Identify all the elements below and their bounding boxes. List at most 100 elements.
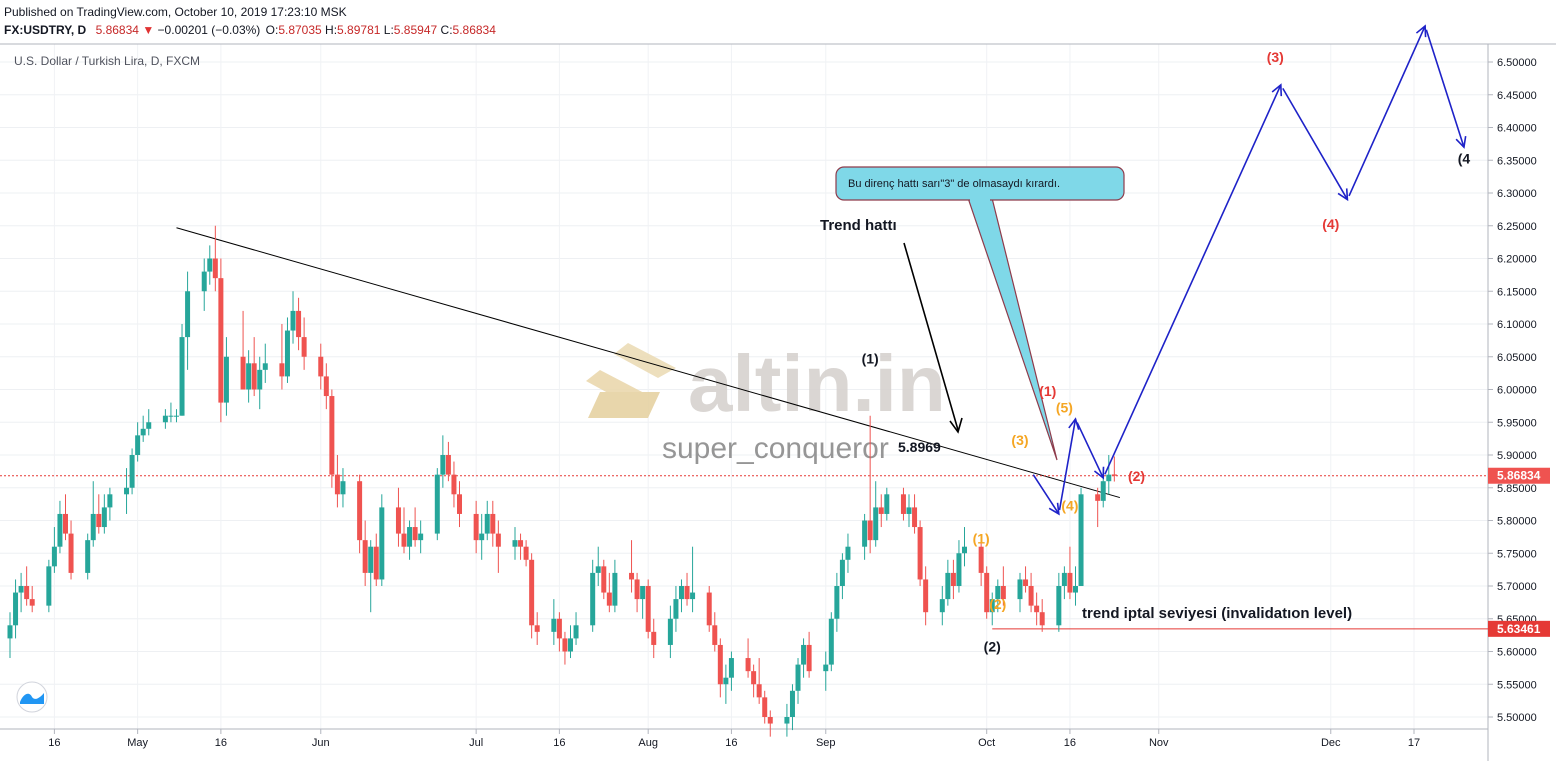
candle-body — [845, 546, 851, 560]
callout-bubble: Bu direnç hattı sarı"3" de olmasaydı kır… — [835, 166, 1125, 461]
candle — [1106, 455, 1112, 495]
candle-body — [357, 481, 363, 541]
candle — [201, 258, 207, 311]
candle-body — [945, 572, 951, 600]
publish-info: Published on TradingView.com, October 10… — [4, 5, 347, 19]
candle-body — [640, 586, 646, 600]
candle — [534, 612, 540, 645]
tradingview-logo-icon[interactable] — [16, 681, 48, 713]
y-tick-label: 5.85000 — [1497, 483, 1537, 495]
candle — [418, 520, 424, 554]
candle-body — [939, 599, 945, 613]
candle — [401, 507, 407, 554]
candle — [684, 572, 690, 606]
y-tick-label: 6.20000 — [1497, 254, 1537, 266]
candle-body — [590, 572, 596, 626]
time-axis[interactable]: 16 May 16 Jun Jul 16 Aug 16 Sep Oct 16 Nov Dec 17 — [48, 729, 1420, 749]
candle-body — [1100, 481, 1106, 501]
candle — [978, 540, 984, 586]
price-axis[interactable]: 6.50000 6.45000 6.40000 6.35000 6.30000 6.250… — [1488, 57, 1537, 724]
candle-body — [762, 697, 768, 717]
x-tick-label: Dec — [1321, 737, 1341, 749]
projection-arrow-line — [1425, 29, 1465, 148]
y-tick-label: 6.25000 — [1497, 221, 1537, 233]
candle — [18, 572, 24, 613]
candle — [806, 631, 812, 678]
candle-body — [284, 330, 290, 377]
candle-body — [107, 494, 113, 508]
projection-arrow — [1058, 417, 1080, 511]
candle — [495, 520, 501, 573]
candle-body — [751, 671, 757, 685]
candle-body — [490, 513, 496, 534]
projection-arrow — [1104, 83, 1283, 475]
candle — [939, 586, 945, 626]
candle — [651, 618, 657, 659]
candle-body — [185, 291, 191, 338]
candle-body — [240, 356, 246, 390]
candle-body — [567, 638, 573, 652]
symbol-label[interactable]: FX:USDTRY, D — [4, 23, 87, 37]
candle — [601, 559, 607, 600]
high-label: H: — [325, 23, 338, 37]
y-tick-label: 5.75000 — [1497, 548, 1537, 560]
candle-body — [717, 644, 723, 685]
candle-body — [129, 455, 135, 488]
value-label: 5.8969 — [898, 439, 941, 455]
candle — [473, 500, 479, 554]
candle-body — [162, 415, 168, 423]
candle — [257, 356, 263, 410]
candle — [789, 684, 795, 731]
projection-arrow — [1425, 29, 1467, 149]
candle — [706, 586, 712, 632]
candle-body — [318, 356, 324, 377]
candle — [673, 586, 679, 632]
down-arrow-icon: ▼ — [142, 23, 155, 37]
candle-body — [989, 599, 995, 613]
candle-body — [684, 586, 690, 600]
candle-body — [529, 559, 535, 626]
candle-body — [873, 507, 879, 541]
candle — [667, 605, 673, 659]
last-price-tag: 5.86834 — [1488, 467, 1550, 484]
projection-arrow-line — [1348, 25, 1426, 197]
candle — [135, 422, 141, 462]
candle — [90, 481, 96, 547]
candle — [906, 494, 912, 528]
candle-body — [789, 690, 795, 717]
wave-label: (2) — [984, 639, 1001, 655]
candle — [950, 559, 956, 600]
candle-body — [96, 513, 102, 528]
wave-label: (2) — [989, 596, 1006, 612]
y-tick-label: 5.60000 — [1497, 647, 1537, 659]
candle-body — [46, 566, 52, 606]
x-tick-label: Jul — [469, 737, 483, 749]
open-label: O: — [265, 23, 279, 37]
candle — [212, 225, 218, 292]
candle-body — [1000, 586, 1006, 600]
x-tick-label: Jun — [312, 737, 330, 749]
candle — [440, 435, 446, 488]
candle — [479, 513, 485, 560]
wave-label: (1) — [862, 350, 879, 366]
candle — [1039, 599, 1045, 632]
candle — [251, 337, 257, 397]
candle-body — [473, 513, 479, 541]
open-value: 5.87035 — [278, 23, 322, 37]
candle — [751, 664, 757, 698]
candle — [329, 389, 335, 488]
change-value: −0.00201 (−0.03%) — [157, 23, 261, 37]
invalidation-label: trend iptal seviyesi (invalidatıon level… — [1082, 605, 1352, 622]
candle-body — [1095, 494, 1101, 501]
candle — [728, 651, 734, 691]
candle — [362, 520, 368, 586]
candle-body — [562, 638, 568, 652]
trend-line[interactable] — [176, 227, 1121, 499]
projection-arrow-head — [1068, 417, 1080, 430]
y-tick-label: 6.45000 — [1497, 90, 1537, 102]
projection-arrows[interactable] — [1032, 24, 1467, 516]
high-value: 5.89781 — [337, 23, 381, 37]
candle — [995, 579, 1001, 613]
candle — [240, 310, 246, 390]
